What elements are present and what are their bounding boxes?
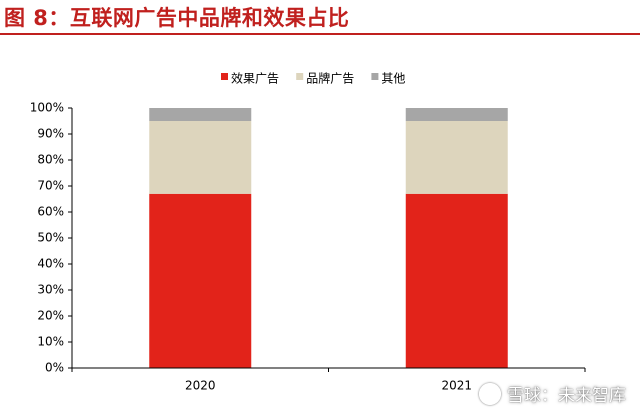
y-tick-label: 100% [30,101,64,115]
legend-label-1: 品牌广告 [306,72,354,86]
legend: 效果广告 品牌广告 其他 [221,71,405,86]
x-tick-label: 2020 [185,379,216,393]
legend-label-2: 其他 [381,72,405,86]
y-tick-label: 0% [45,361,64,375]
bar-segment-2021-1 [405,121,508,194]
legend-swatch-2 [371,73,379,80]
bar-segment-2020-2 [149,108,252,121]
legend-swatch-0 [221,73,228,80]
watermark-text: 雪球：未来智库 [507,386,626,406]
legend-swatch-1 [296,73,304,80]
bar-segment-2021-2 [405,108,508,121]
y-tick-label: 60% [37,205,64,219]
title-divider [0,33,640,35]
y-tick-label: 80% [37,153,64,167]
figure-title: 图 8：互联网广告中品牌和效果占比 [4,6,350,30]
y-tick-label: 10% [37,335,64,349]
x-tick-label: 2021 [441,379,472,393]
snowball-logo-icon [479,382,501,405]
y-tick-label: 90% [37,127,64,141]
y-axis: 0% 10% 20% 30% 40% 50% 60% 70% 80% 90% 100% [30,101,73,375]
bar-segment-2021-0 [405,193,508,368]
bar-segment-2020-1 [149,121,252,194]
bars [149,108,508,368]
y-tick-label: 70% [37,179,64,193]
y-tick-label: 20% [37,309,64,323]
bar-segment-2020-0 [149,193,252,368]
y-tick-label: 40% [37,257,64,271]
legend-label-0: 效果广告 [231,71,279,86]
watermark: 雪球：未来智库 [479,381,626,406]
y-tick-label: 30% [37,283,64,297]
y-tick-label: 50% [37,231,64,245]
x-axis: 2020 2021 [71,367,586,393]
